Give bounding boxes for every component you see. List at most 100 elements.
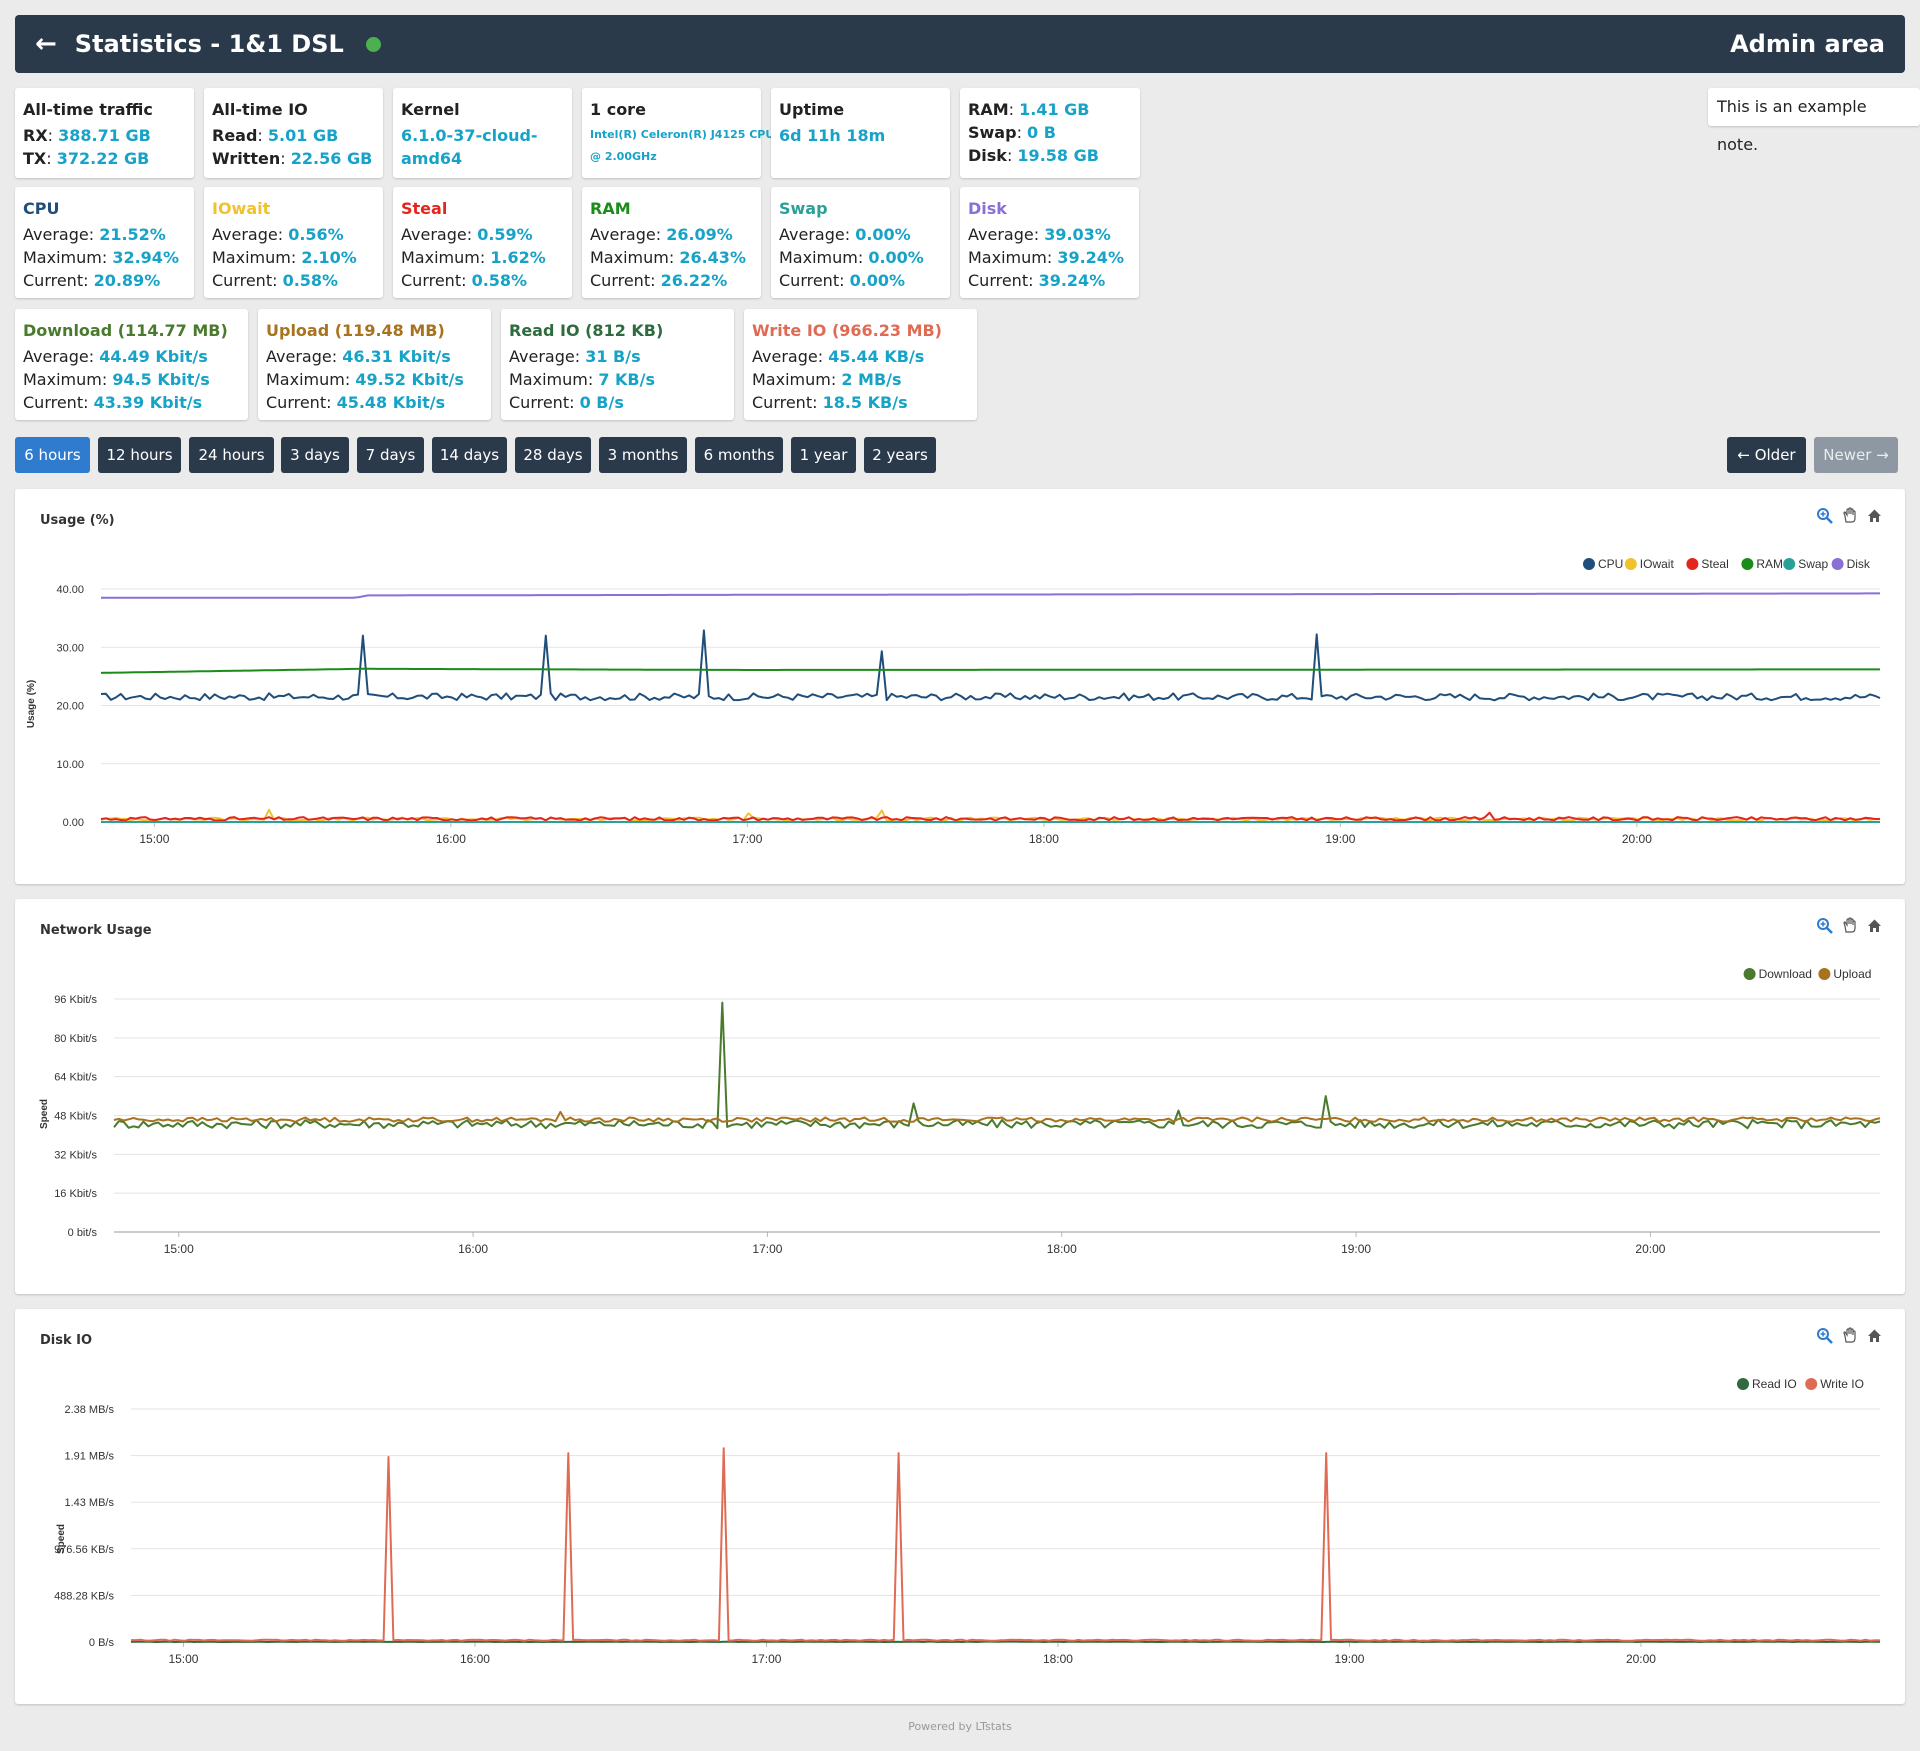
series-line-upload <box>113 1110 1881 1123</box>
y-tick-label: 80 Kbit/s <box>54 1033 97 1045</box>
box-title: 1 core <box>590 100 646 119</box>
stat-maximum-value: 26.43% <box>679 248 746 267</box>
x-tick-label: 18:00 <box>1043 1652 1073 1666</box>
range-button[interactable]: 3 days <box>281 437 349 473</box>
range-button[interactable]: 28 days <box>515 437 591 473</box>
stat-average-row: Average: 0.59% <box>401 223 564 246</box>
y-tick-label: 2.38 MB/s <box>64 1404 114 1416</box>
x-tick-label: 15:00 <box>139 832 169 846</box>
pan-hand-icon[interactable] <box>1841 507 1858 524</box>
legend-label: Download <box>1759 967 1812 981</box>
stat-average-value: 45.44 KB/s <box>828 347 925 366</box>
stat-average-row: Average: 45.44 KB/s <box>752 345 969 368</box>
x-tick-label: 16:00 <box>460 1652 490 1666</box>
stat-maximum-row: Maximum: 49.52 Kbit/s <box>266 368 483 391</box>
stat-maximum-row: Maximum: 39.24% <box>968 246 1131 269</box>
stat-current-label: Current: <box>752 393 818 412</box>
back-arrow-icon[interactable]: ← <box>35 29 57 59</box>
home-icon[interactable] <box>1866 917 1883 934</box>
stat-maximum-row: Maximum: 1.62% <box>401 246 564 269</box>
home-icon[interactable] <box>1866 1327 1883 1344</box>
top-header: ← Statistics - 1&1 DSL Admin area <box>15 15 1905 73</box>
box-title: All-time traffic <box>23 100 153 119</box>
admin-area-link[interactable]: Admin area <box>1730 30 1885 58</box>
chart-toolbar <box>1816 917 1883 934</box>
y-tick-label: 1.91 MB/s <box>64 1451 114 1463</box>
stat-average-value: 21.52% <box>99 225 166 244</box>
legend-item[interactable]: Disk <box>1831 557 1871 571</box>
stat-current-row: Current: 20.89% <box>23 269 186 292</box>
range-button[interactable]: 7 days <box>357 437 424 473</box>
cpu-model-line2: @ 2.00GHz <box>590 150 657 163</box>
stat-average-value: 0.59% <box>477 225 533 244</box>
series-line-disk <box>101 592 1880 599</box>
range-button[interactable]: 14 days <box>432 437 507 473</box>
stat-current-label: Current: <box>590 271 656 290</box>
stat-maximum-row: Maximum: 0.00% <box>779 246 942 269</box>
stat-current-row: Current: 26.22% <box>590 269 753 292</box>
zoom-icon[interactable] <box>1816 917 1833 934</box>
stat-maximum-value: 49.52 Kbit/s <box>355 370 464 389</box>
box-title: Kernel <box>401 100 460 119</box>
stat-box: Read IO (812 KB) Average: 31 B/s Maximum: … <box>501 309 734 420</box>
range-button[interactable]: 2 years <box>864 437 936 473</box>
legend-item[interactable]: RAM <box>1741 557 1783 571</box>
legend-item[interactable]: Read IO <box>1737 1377 1797 1391</box>
stat-maximum-value: 0.00% <box>868 248 924 267</box>
stat-maximum-label: Maximum: <box>968 248 1053 267</box>
read-label: Read <box>212 126 258 145</box>
stat-current-value: 18.5 KB/s <box>822 393 908 412</box>
swap-value: 0 B <box>1027 123 1056 142</box>
pan-hand-icon[interactable] <box>1841 917 1858 934</box>
range-button[interactable]: 3 months <box>599 437 687 473</box>
stat-maximum-row: Maximum: 94.5 Kbit/s <box>23 368 240 391</box>
ram-label: RAM <box>968 100 1009 119</box>
uptime-value: 6d 11h 18m <box>779 126 886 145</box>
stat-maximum-value: 2.10% <box>301 248 357 267</box>
legend-item[interactable]: IOwait <box>1624 557 1675 571</box>
legend-item[interactable]: Steal <box>1686 557 1729 571</box>
older-button[interactable]: ← Older <box>1727 437 1806 473</box>
rx-label: RX <box>23 126 48 145</box>
stat-box: RAM Average: 26.09% Maximum: 26.43% Current… <box>582 187 761 298</box>
stat-box: CPU Average: 21.52% Maximum: 32.94% Current… <box>15 187 194 298</box>
y-tick-label: 976.56 KB/s <box>54 1544 114 1556</box>
stat-average-row: Average: 0.56% <box>212 223 375 246</box>
x-tick-label: 18:00 <box>1029 832 1059 846</box>
stat-current-label: Current: <box>23 393 89 412</box>
stat-average-value: 46.31 Kbit/s <box>342 347 451 366</box>
range-button[interactable]: 6 months <box>695 437 783 473</box>
stat-title: Disk <box>968 199 1007 218</box>
box-title: All-time IO <box>212 100 308 119</box>
pan-hand-icon[interactable] <box>1841 1327 1858 1344</box>
home-icon[interactable] <box>1866 507 1883 524</box>
stat-title: Upload (119.48 MB) <box>266 321 445 340</box>
stat-box: Write IO (966.23 MB) Average: 45.44 KB/s M… <box>744 309 977 420</box>
stat-current-value: 0 B/s <box>579 393 624 412</box>
stat-average-label: Average: <box>752 347 824 366</box>
legend-item[interactable]: Swap <box>1783 557 1829 571</box>
stat-current-row: Current: 39.24% <box>968 269 1131 292</box>
stat-current-label: Current: <box>779 271 845 290</box>
legend-marker <box>1783 558 1796 570</box>
stat-maximum-row: Maximum: 2.10% <box>212 246 375 269</box>
legend-item[interactable]: CPU <box>1583 557 1623 571</box>
range-button[interactable]: 12 hours <box>98 437 181 473</box>
newer-button[interactable]: Newer → <box>1814 437 1898 473</box>
legend-item[interactable]: Write IO <box>1805 1377 1864 1391</box>
zoom-icon[interactable] <box>1816 1327 1833 1344</box>
series-line-steal <box>100 811 1881 822</box>
stat-maximum-value: 94.5 Kbit/s <box>112 370 210 389</box>
legend-marker <box>1583 558 1595 570</box>
legend-item[interactable]: Download <box>1743 967 1812 981</box>
stat-average-row: Average: 46.31 Kbit/s <box>266 345 483 368</box>
stat-title: Download (114.77 MB) <box>23 321 228 340</box>
legend-item[interactable]: Upload <box>1818 967 1871 981</box>
range-button[interactable]: 6 hours <box>15 437 90 473</box>
range-button[interactable]: 1 year <box>791 437 856 473</box>
footer-credit: Powered by LTstats <box>908 1720 1012 1733</box>
stat-current-label: Current: <box>401 271 467 290</box>
range-button[interactable]: 24 hours <box>189 437 274 473</box>
zoom-icon[interactable] <box>1816 507 1833 524</box>
legend-label: Upload <box>1833 967 1871 981</box>
